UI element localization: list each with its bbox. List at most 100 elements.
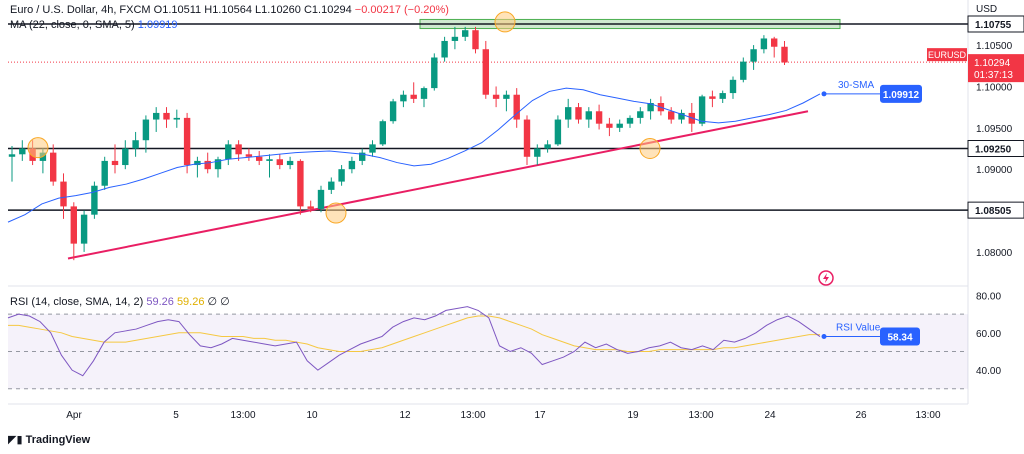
candle bbox=[668, 107, 675, 124]
candle bbox=[369, 140, 376, 157]
level-price-label: 1.10755 bbox=[975, 20, 1012, 31]
candle-body bbox=[142, 119, 150, 141]
candle bbox=[637, 107, 644, 124]
candle-body bbox=[225, 144, 232, 160]
candle-body bbox=[760, 38, 768, 50]
candle-body bbox=[740, 61, 747, 80]
candle bbox=[678, 109, 685, 124]
rsi-value-label: 58.34 bbox=[887, 333, 912, 344]
candle bbox=[441, 36, 448, 62]
candle bbox=[740, 57, 747, 83]
symbol-title: Euro / U.S. Dollar, 4h, FXCM bbox=[10, 4, 151, 16]
candle bbox=[317, 185, 325, 213]
sma-value-label: 1.09912 bbox=[883, 90, 920, 101]
time-tick-label: 13:00 bbox=[915, 410, 940, 421]
candle bbox=[400, 90, 407, 108]
candle-body bbox=[194, 160, 201, 166]
candle bbox=[183, 112, 191, 174]
candle bbox=[595, 104, 603, 130]
candle-body bbox=[513, 94, 520, 120]
candle bbox=[153, 107, 160, 132]
candle-body bbox=[214, 159, 222, 170]
candle-body bbox=[482, 49, 489, 95]
tradingview-logo[interactable]: ◤▮ TradingView bbox=[8, 433, 90, 446]
candle bbox=[451, 26, 459, 50]
level-price-label: 1.09250 bbox=[975, 145, 1012, 156]
candle bbox=[266, 154, 273, 178]
rsi-callout-label: RSI Value bbox=[836, 323, 881, 334]
candle bbox=[657, 96, 665, 116]
candle bbox=[544, 140, 551, 153]
candle bbox=[606, 117, 613, 137]
sma-value-box bbox=[880, 84, 922, 103]
candle-body bbox=[328, 181, 335, 190]
rsi-tick-label: 60.00 bbox=[976, 329, 1001, 340]
candle-body bbox=[297, 160, 304, 207]
rsi-label: RSI (14, close, SMA, 14, 2) bbox=[10, 296, 144, 308]
candle-body bbox=[781, 46, 788, 63]
candle-body bbox=[235, 144, 242, 155]
candle bbox=[256, 150, 263, 166]
candle-body bbox=[132, 140, 139, 149]
candle-body bbox=[698, 96, 706, 124]
candle bbox=[585, 107, 592, 128]
candle bbox=[214, 156, 222, 178]
lightning-icon-bolt bbox=[823, 273, 829, 283]
candle-body bbox=[276, 159, 283, 166]
candle bbox=[709, 90, 716, 108]
rsi-legend[interactable]: RSI (14, close, SMA, 14, 2) 59.26 59.26 … bbox=[10, 295, 230, 308]
price-change: −0.00217 (−0.20%) bbox=[354, 4, 449, 16]
candle-body bbox=[60, 181, 67, 207]
candle bbox=[142, 115, 150, 153]
candle bbox=[91, 181, 98, 219]
candle-body bbox=[111, 160, 119, 166]
candle bbox=[554, 115, 562, 147]
sma-callout-label: 30-SMA bbox=[838, 80, 874, 91]
candle bbox=[616, 119, 623, 132]
candle bbox=[472, 26, 479, 54]
candle-body bbox=[19, 148, 26, 155]
highlight-circle bbox=[494, 11, 516, 33]
candle bbox=[389, 98, 397, 124]
candle-body bbox=[472, 30, 479, 50]
candle bbox=[431, 53, 438, 91]
candle bbox=[19, 140, 26, 161]
candle-body bbox=[348, 160, 356, 170]
candle bbox=[729, 76, 737, 99]
candle bbox=[111, 144, 119, 174]
tradingview-logo-text: TradingView bbox=[25, 434, 91, 446]
candle-body bbox=[544, 144, 551, 149]
candle bbox=[420, 86, 428, 108]
candle-body bbox=[8, 154, 16, 157]
candle-body bbox=[451, 36, 459, 41]
candle bbox=[503, 90, 510, 112]
rsi-extra: ∅ ∅ bbox=[207, 296, 230, 308]
candle-body bbox=[585, 111, 592, 120]
time-tick-label: 13:00 bbox=[688, 410, 713, 421]
price-tick-label: 1.08000 bbox=[976, 248, 1013, 259]
candle-body bbox=[204, 160, 211, 170]
candle-body bbox=[606, 123, 613, 128]
candle-body bbox=[410, 94, 417, 99]
ohlc-high: H1.10564 bbox=[204, 4, 252, 16]
candle bbox=[348, 156, 356, 174]
candle-body bbox=[462, 30, 469, 37]
candle-body bbox=[256, 156, 263, 161]
ohlc-low: L1.10260 bbox=[255, 4, 301, 16]
candle bbox=[50, 144, 57, 186]
candle bbox=[750, 45, 757, 70]
time-tick-label: 19 bbox=[627, 410, 639, 421]
current-price-label: 1.10294 bbox=[974, 58, 1011, 69]
candle bbox=[328, 177, 335, 194]
time-tick-label: 17 bbox=[534, 410, 546, 421]
candle-body bbox=[534, 148, 541, 157]
candle bbox=[379, 119, 386, 147]
candle-body bbox=[503, 94, 510, 99]
candle-body bbox=[626, 117, 634, 124]
ma-legend[interactable]: MA (22, close, 0, SMA, 5) 1.09919 bbox=[10, 19, 178, 31]
level-price-label: 1.08505 bbox=[975, 206, 1012, 217]
candle-body bbox=[729, 79, 737, 94]
candle bbox=[307, 200, 314, 213]
candle-body bbox=[420, 88, 428, 99]
